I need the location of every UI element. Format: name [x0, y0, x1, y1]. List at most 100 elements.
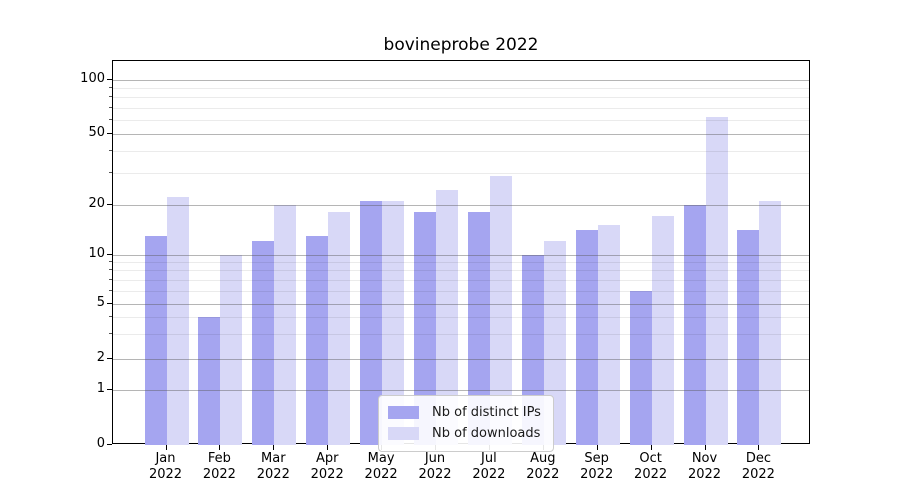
x-tick-label: Jan 2022 [148, 451, 183, 482]
bar [597, 225, 620, 445]
legend-label: Nb of distinct IPs [432, 405, 541, 420]
bar [306, 235, 329, 445]
grid-line-minor [113, 151, 809, 153]
grid-line-major [113, 204, 809, 206]
x-tick-mark [219, 445, 221, 450]
bar [683, 204, 706, 445]
grid-line-minor [113, 173, 809, 175]
y-tick-label: 2 [96, 349, 105, 365]
legend-item: Nb of downloads [388, 423, 541, 444]
y-tick-mark [107, 133, 112, 134]
grid-line-minor [113, 97, 809, 99]
legend-label: Nb of downloads [432, 426, 541, 441]
y-minor-tick-mark [109, 118, 112, 120]
bar [414, 212, 436, 445]
bar [382, 200, 405, 445]
y-minor-tick-mark [109, 96, 112, 98]
grid-line-minor [113, 262, 809, 264]
bar [436, 190, 458, 445]
y-tick-mark [107, 79, 112, 80]
x-tick-label: Jul 2022 [472, 451, 506, 482]
y-tick-mark [107, 303, 112, 304]
y-minor-tick-mark [109, 87, 112, 89]
bar [360, 200, 383, 445]
bar [252, 241, 275, 445]
y-tick-label: 1 [96, 381, 105, 396]
bar [489, 175, 512, 445]
grid-line-major [113, 358, 809, 360]
y-tick-label: 10 [88, 245, 105, 261]
grid-line-minor [113, 270, 809, 272]
y-minor-tick-mark [109, 269, 112, 271]
plot-area: Nb of distinct IPs Nb of downloads [112, 60, 810, 452]
bar [166, 197, 189, 445]
y-tick-label: 50 [88, 125, 105, 140]
bar [651, 216, 674, 445]
y-minor-tick-mark [109, 278, 112, 280]
bar [328, 212, 351, 445]
grid-line-major [113, 254, 809, 256]
x-tick-mark [596, 445, 598, 450]
legend-swatch-distinct-ips [388, 406, 419, 419]
y-tick-label: 100 [80, 71, 105, 86]
y-minor-tick-mark [109, 172, 112, 174]
x-tick-label: May 2022 [364, 451, 398, 482]
legend-item: Nb of distinct IPs [388, 402, 541, 423]
y-tick-label: 20 [88, 195, 105, 211]
grid-line-minor [113, 88, 809, 90]
x-tick-mark [650, 445, 652, 450]
x-tick-label: Jun 2022 [418, 451, 452, 482]
x-tick-mark [758, 445, 760, 450]
y-minor-tick-mark [109, 150, 112, 152]
x-tick-label: Apr 2022 [310, 451, 344, 482]
bar [220, 254, 243, 445]
x-tick-label: Aug 2022 [526, 451, 560, 482]
bar [467, 212, 490, 445]
x-tick-label: Sep 2022 [580, 451, 614, 482]
y-minor-tick-mark [109, 333, 112, 335]
grid-line-minor [113, 119, 809, 121]
x-tick-label: Feb 2022 [202, 451, 236, 482]
bar [144, 235, 167, 445]
bar [759, 200, 782, 445]
grid-line-minor [113, 279, 809, 281]
bar [543, 241, 566, 445]
grid-layer [113, 61, 809, 443]
y-tick-mark [107, 389, 112, 390]
y-minor-tick-mark [109, 316, 112, 318]
bar [629, 290, 652, 445]
bar [198, 317, 221, 445]
legend-swatch-downloads [388, 427, 419, 440]
y-tick-label: 0 [96, 436, 105, 451]
x-tick-mark [165, 445, 167, 450]
grid-line-major [113, 304, 809, 305]
y-minor-tick-mark [109, 261, 112, 263]
grid-line-minor [113, 334, 809, 336]
y-tick-mark [107, 444, 112, 445]
legend: Nb of distinct IPs Nb of downloads [378, 395, 554, 452]
grid-line-minor [113, 317, 809, 319]
y-tick-mark [107, 203, 112, 205]
x-tick-mark [273, 445, 275, 450]
y-tick-label: 5 [96, 295, 105, 310]
y-minor-tick-mark [109, 106, 112, 108]
bar [274, 204, 297, 445]
y-tick-mark [107, 253, 112, 255]
grid-line-major [113, 80, 809, 81]
bar [705, 117, 728, 445]
bar [575, 230, 598, 445]
bar [737, 230, 760, 445]
y-tick-mark [107, 357, 112, 359]
x-tick-label: Mar 2022 [256, 451, 290, 482]
y-minor-tick-mark [109, 289, 112, 291]
x-tick-label: Dec 2022 [741, 451, 775, 482]
grid-line-major [113, 134, 809, 135]
grid-line-minor [113, 107, 809, 109]
x-tick-mark [327, 445, 329, 450]
x-tick-mark [704, 445, 706, 450]
x-tick-label: Nov 2022 [687, 451, 722, 482]
x-tick-label: Oct 2022 [634, 451, 668, 482]
grid-line-minor [113, 290, 809, 292]
grid-line-major [113, 390, 809, 391]
